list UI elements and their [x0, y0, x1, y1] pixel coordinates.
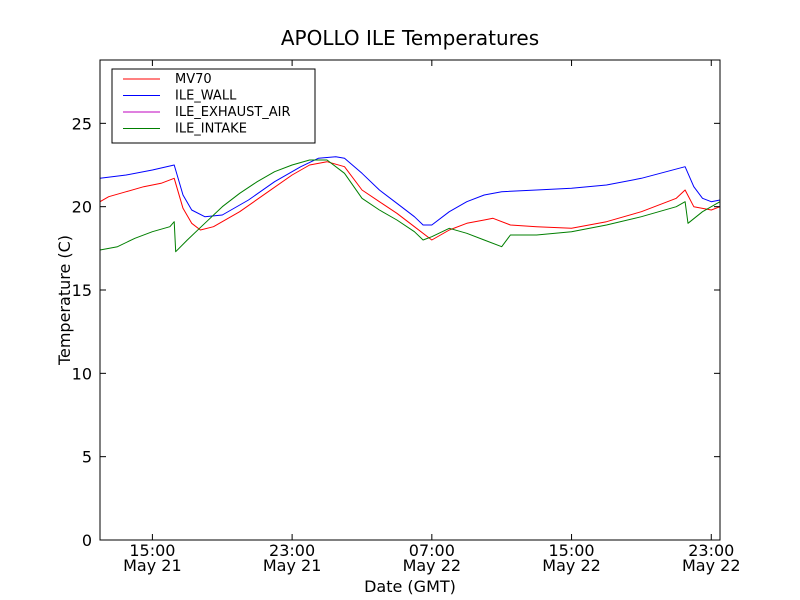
- x-tick-label-time: 15:00: [548, 541, 594, 560]
- y-axis: 0 5 10 15 20 25: [72, 114, 720, 550]
- y-tick-label: 15: [72, 281, 92, 300]
- x-tick-label-date: May 21: [263, 556, 322, 575]
- x-tick-label-time: 07:00: [409, 541, 455, 560]
- legend-box: [111, 68, 316, 144]
- x-tick-label-date: May 21: [123, 556, 182, 575]
- y-axis-label: Temperature (C): [55, 235, 74, 366]
- legend-label: ILE_WALL: [175, 89, 237, 104]
- x-tick-label-date: May 22: [542, 556, 601, 575]
- x-tick-label-date: May 22: [403, 556, 462, 575]
- series-layer: [99, 156, 721, 253]
- y-tick-label: 25: [72, 114, 92, 133]
- series-line-ile-wall: [99, 156, 721, 226]
- legend-label: ILE_INTAKE: [175, 122, 247, 137]
- series-line-ile-intake: [99, 159, 721, 253]
- x-tick-label-date: May 22: [682, 556, 741, 575]
- y-tick-label: 10: [72, 364, 92, 383]
- y-tick-label: 20: [72, 198, 92, 217]
- chart-title: APOLLO ILE Temperatures: [281, 26, 539, 50]
- legend-label: ILE_EXHAUST_AIR: [175, 105, 291, 120]
- x-tick-label-time: 15:00: [129, 541, 175, 560]
- x-tick-label-time: 23:00: [269, 541, 315, 560]
- series-line-mv70: [99, 161, 721, 241]
- y-tick-label: 0: [82, 531, 92, 550]
- x-axis-label: Date (GMT): [364, 577, 456, 596]
- legend-label: MV70: [175, 72, 212, 87]
- x-tick-label-time: 23:00: [688, 541, 734, 560]
- y-tick-label: 5: [82, 448, 92, 467]
- plot-frame: [99, 59, 721, 541]
